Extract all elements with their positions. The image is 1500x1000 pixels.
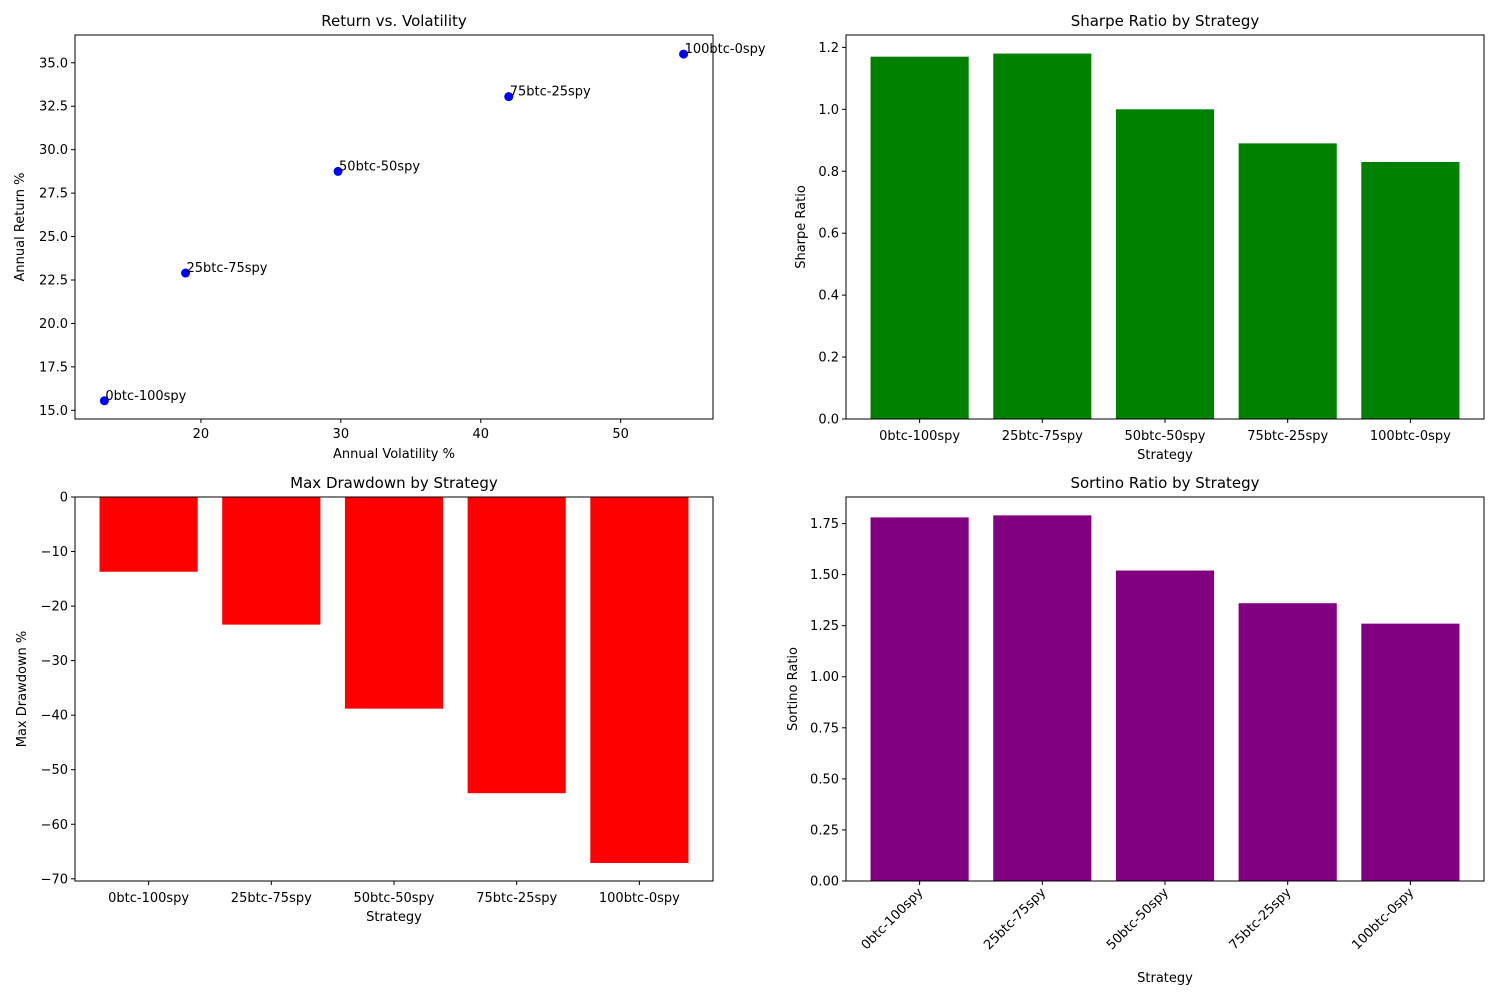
y-tick-label: 1.50 bbox=[810, 568, 839, 583]
axes-frame bbox=[845, 496, 1485, 882]
data-point bbox=[181, 268, 191, 278]
bar bbox=[870, 517, 969, 881]
x-tick-label: 100btc-0spy bbox=[1349, 885, 1417, 953]
data-point bbox=[99, 396, 109, 406]
x-tick-label: 75btc-25spy bbox=[1227, 885, 1295, 953]
bar bbox=[1361, 623, 1460, 881]
y-tick-label: 22.5 bbox=[39, 273, 68, 288]
axes-frame bbox=[74, 496, 714, 882]
bar bbox=[1361, 161, 1460, 419]
y-tick-label: −30 bbox=[41, 654, 68, 669]
y-tick-label: −20 bbox=[41, 600, 68, 615]
y-tick-label: 0.00 bbox=[810, 875, 839, 890]
y-tick-label: 0.25 bbox=[810, 823, 839, 838]
y-tick-label: 0.50 bbox=[810, 772, 839, 787]
x-tick-label: 0btc-100spy bbox=[879, 429, 960, 444]
point-label: 0btc-100spy bbox=[105, 389, 186, 404]
bar bbox=[993, 53, 1092, 419]
axes-frame bbox=[845, 34, 1485, 420]
x-tick-label: 0btc-100spy bbox=[108, 891, 189, 906]
bar bbox=[467, 497, 566, 794]
y-tick-label: −40 bbox=[41, 709, 68, 724]
y-axis-label: Annual Return % bbox=[13, 173, 28, 282]
y-tick-label: 1.25 bbox=[810, 619, 839, 634]
x-tick-label: 25btc-75spy bbox=[981, 885, 1049, 953]
y-tick-label: −50 bbox=[41, 763, 68, 778]
chart-scatter: Return vs. Volatility 15.0 17.5 20.0 22.5 25.… bbox=[13, 12, 766, 462]
bar bbox=[590, 497, 689, 863]
bar bbox=[1238, 143, 1337, 420]
x-tick-label: 75btc-25spy bbox=[1247, 429, 1328, 444]
y-tick-label: −60 bbox=[41, 818, 68, 833]
x-tick-label: 50btc-50spy bbox=[1104, 885, 1172, 953]
y-tick-label: 20.0 bbox=[39, 317, 68, 332]
point-label: 75btc-25spy bbox=[510, 85, 591, 100]
point-label: 50btc-50spy bbox=[339, 159, 420, 174]
chart-drawdown: Max Drawdown by Strategy 0 −10 −20 −30 −40 −50… bbox=[15, 474, 714, 925]
bar bbox=[344, 497, 444, 709]
x-tick-label: 0btc-100spy bbox=[859, 885, 927, 953]
y-tick-label: 15.0 bbox=[39, 404, 68, 419]
x-axis-label: Strategy bbox=[366, 910, 422, 925]
chart-title: Sharpe Ratio by Strategy bbox=[1071, 12, 1260, 30]
y-tick-label: 30.0 bbox=[39, 143, 68, 158]
bar bbox=[870, 56, 969, 419]
x-tick-label: 100btc-0spy bbox=[1370, 429, 1451, 444]
chart-title: Max Drawdown by Strategy bbox=[290, 474, 498, 492]
y-tick-label: 0.75 bbox=[810, 721, 839, 736]
chart-title: Return vs. Volatility bbox=[321, 12, 467, 30]
y-tick-label: 32.5 bbox=[39, 100, 68, 115]
y-tick-label: 1.00 bbox=[810, 670, 839, 685]
x-tick-label: 30 bbox=[333, 427, 350, 442]
y-tick-label: 0.2 bbox=[818, 351, 839, 366]
point-label: 100btc-0spy bbox=[685, 42, 766, 57]
x-tick-label: 50btc-50spy bbox=[1125, 429, 1206, 444]
data-point bbox=[504, 92, 514, 102]
x-tick-label: 50btc-50spy bbox=[354, 891, 435, 906]
bar bbox=[1238, 603, 1337, 881]
chart-title: Sortino Ratio by Strategy bbox=[1070, 474, 1259, 492]
y-axis-label: Sortino Ratio bbox=[786, 647, 801, 731]
x-tick-label: 75btc-25spy bbox=[476, 891, 557, 906]
y-tick-label: 35.0 bbox=[39, 56, 68, 71]
x-tick-label: 100btc-0spy bbox=[599, 891, 680, 906]
bar bbox=[1115, 570, 1215, 881]
x-axis-label: Annual Volatility % bbox=[333, 447, 455, 462]
y-tick-label: 0.6 bbox=[818, 227, 839, 242]
bar bbox=[1115, 109, 1215, 420]
bar bbox=[222, 497, 321, 625]
y-tick-label: 17.5 bbox=[39, 360, 68, 375]
y-axis-label: Max Drawdown % bbox=[15, 631, 30, 748]
x-axis-label: Strategy bbox=[1137, 448, 1193, 463]
chart-sortino: Sortino Ratio by Strategy 0.00 0.25 0.50 0.7… bbox=[786, 474, 1485, 986]
data-point bbox=[679, 49, 689, 59]
y-tick-label: 1.2 bbox=[818, 41, 839, 56]
x-tick-label: 25btc-75spy bbox=[231, 891, 312, 906]
y-tick-label: 0.4 bbox=[818, 289, 839, 304]
bar bbox=[99, 497, 198, 572]
point-label: 25btc-75spy bbox=[187, 261, 268, 276]
y-tick-label: 0.0 bbox=[818, 413, 839, 428]
y-tick-label: −70 bbox=[41, 872, 68, 887]
x-tick-label: 25btc-75spy bbox=[1002, 429, 1083, 444]
y-tick-label: −10 bbox=[41, 545, 68, 560]
x-tick-label: 40 bbox=[472, 427, 489, 442]
axes-frame bbox=[74, 34, 714, 420]
y-tick-label: 1.0 bbox=[818, 103, 839, 118]
y-tick-label: 0.8 bbox=[818, 165, 839, 180]
y-tick-label: 0 bbox=[60, 491, 68, 506]
x-tick-label: 50 bbox=[612, 427, 629, 442]
chart-sharpe: Sharpe Ratio by Strategy 0.0 0.2 0.4 0.6 0.8 1… bbox=[794, 12, 1485, 463]
x-axis-label: Strategy bbox=[1137, 971, 1193, 986]
data-point bbox=[333, 166, 343, 176]
y-tick-label: 27.5 bbox=[39, 187, 68, 202]
bar bbox=[993, 515, 1092, 881]
x-tick-label: 20 bbox=[193, 427, 210, 442]
y-tick-label: 25.0 bbox=[39, 230, 68, 245]
y-axis-label: Sharpe Ratio bbox=[794, 185, 809, 269]
y-tick-label: 1.75 bbox=[810, 517, 839, 532]
